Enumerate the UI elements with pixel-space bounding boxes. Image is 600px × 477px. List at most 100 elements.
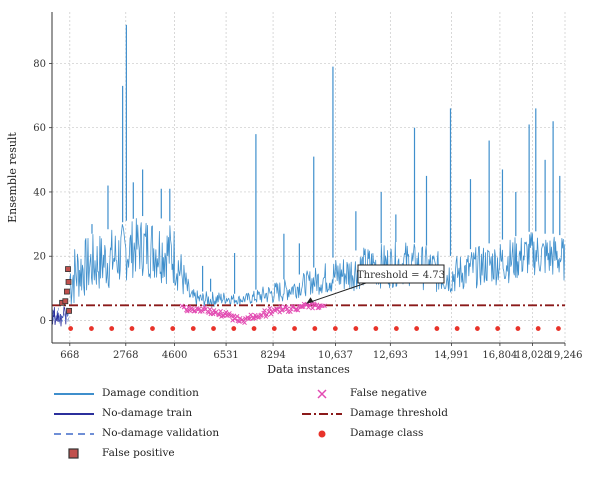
false-negative-marker bbox=[218, 308, 223, 314]
false-negative-marker bbox=[262, 308, 267, 313]
false-positive-marker bbox=[62, 298, 69, 305]
legend-item-false-positive: False positive bbox=[52, 444, 175, 462]
false-negative-marker bbox=[294, 306, 299, 312]
y-tick-label: 80 bbox=[33, 59, 46, 70]
annotation-box bbox=[357, 264, 445, 284]
false-positive-marker bbox=[66, 307, 72, 314]
damage-class-marker bbox=[434, 326, 440, 331]
x-tick-label: 12,693 bbox=[373, 350, 408, 361]
x-tick-label: 8294 bbox=[260, 350, 285, 361]
damage-class-marker bbox=[251, 326, 257, 331]
x-tick-label: 16,804 bbox=[482, 350, 517, 361]
damage-class-marker bbox=[332, 326, 338, 331]
false-negative-marker bbox=[275, 306, 280, 312]
grid bbox=[52, 12, 566, 343]
damage-class-marker bbox=[231, 326, 237, 331]
marker-series bbox=[59, 266, 561, 331]
legend-label: No-damage train bbox=[102, 407, 193, 419]
chart: 668 2768 4600 6531 8294 10,637 12,693 14,991 16,… bbox=[6, 12, 583, 376]
legend-label: False positive bbox=[102, 447, 175, 459]
damage-class-marker bbox=[150, 326, 155, 331]
legend-swatch-damage-threshold bbox=[300, 406, 344, 420]
legend-swatch-damage-condition bbox=[52, 386, 96, 400]
legend-swatch-no-damage-train bbox=[52, 406, 96, 420]
y-axis-label: Ensemble result bbox=[6, 132, 19, 223]
legend-label: No-damage validation bbox=[102, 427, 220, 439]
legend: Damage condition No-damage train No-dama… bbox=[0, 378, 600, 473]
no-damage-validation-line bbox=[51, 307, 70, 324]
false-negative-marker bbox=[322, 303, 327, 309]
annotation-arrowhead bbox=[306, 297, 314, 304]
false-negative-marker bbox=[246, 316, 251, 322]
false-negative-marker bbox=[206, 310, 211, 316]
legend-label: Damage threshold bbox=[350, 407, 448, 419]
x-tick-label: 10,637 bbox=[318, 350, 353, 361]
x-tick-label: 6531 bbox=[213, 350, 238, 361]
damage-class-marker bbox=[89, 326, 94, 331]
x-tick-label: 18,028 bbox=[515, 350, 550, 361]
x-axis-label: Data instances bbox=[267, 363, 350, 376]
damage-class-marker bbox=[292, 326, 297, 331]
legend-item-no-damage-validation: No-damage validation bbox=[52, 424, 219, 442]
legend-swatch-damage-class bbox=[300, 426, 344, 440]
damage-class-marker bbox=[556, 326, 561, 331]
plot-area bbox=[52, 12, 565, 343]
annotation-text: Threshold = 4.73 bbox=[357, 270, 445, 281]
legend-swatch-no-damage-validation bbox=[52, 426, 96, 440]
false-positive-marker bbox=[65, 266, 71, 272]
annotation-arrow bbox=[306, 282, 367, 304]
false-negative-marker bbox=[186, 304, 191, 310]
damage-class-marker bbox=[271, 326, 277, 331]
damage-class-marker bbox=[170, 326, 176, 331]
legend-item-damage-class: Damage class bbox=[300, 424, 423, 442]
y-tick-label: 40 bbox=[33, 187, 46, 198]
legend-item-damage-condition: Damage condition bbox=[52, 384, 199, 402]
axes: 668 2768 4600 6531 8294 10,637 12,693 14,991 16,… bbox=[33, 12, 583, 361]
threshold-annotation: Threshold = 4.73 bbox=[306, 264, 445, 304]
false-negative-marker bbox=[240, 319, 246, 324]
false-positive-marker bbox=[65, 279, 72, 285]
x-tick-label: 19,246 bbox=[548, 350, 583, 361]
damage-class-marker bbox=[515, 326, 521, 331]
legend-item-false-negative: False negative bbox=[300, 384, 427, 402]
damage-class-marker bbox=[109, 326, 115, 331]
false-negative-marker bbox=[234, 314, 240, 319]
damage-class-marker bbox=[454, 326, 460, 331]
false-positive-marker bbox=[64, 288, 70, 295]
false-negative-marker bbox=[190, 307, 195, 313]
x-tick-label: 4600 bbox=[162, 350, 187, 361]
y-tick-label: 60 bbox=[33, 123, 46, 134]
legend-label: Damage class bbox=[350, 427, 424, 439]
damage-condition-series bbox=[69, 24, 566, 308]
damage-class-marker bbox=[353, 326, 359, 331]
y-tick-label: 0 bbox=[40, 316, 46, 327]
damage-class-marker bbox=[393, 326, 399, 331]
damage-class-marker bbox=[495, 326, 501, 331]
false-negative-marker bbox=[222, 311, 228, 317]
legend-item-damage-threshold: Damage threshold bbox=[300, 404, 448, 422]
legend-item-no-damage-train: No-damage train bbox=[52, 404, 192, 422]
false-negative-marker bbox=[179, 303, 185, 309]
damage-class-marker bbox=[211, 326, 216, 331]
legend-label: Damage condition bbox=[102, 387, 199, 399]
damage-class-marker bbox=[475, 326, 480, 331]
damage-class-marker bbox=[68, 326, 74, 331]
damage-class-marker bbox=[312, 326, 318, 331]
legend-swatch-false-negative bbox=[300, 386, 344, 400]
damage-condition-line bbox=[69, 218, 566, 308]
false-negative-marker bbox=[207, 307, 213, 312]
x-tick-label: 2768 bbox=[113, 350, 138, 361]
false-negative-marker bbox=[230, 317, 235, 323]
damage-class-marker bbox=[535, 326, 541, 331]
x-tick-label: 14,991 bbox=[434, 350, 469, 361]
false-negative-marker bbox=[267, 306, 273, 311]
damage-class-marker bbox=[414, 326, 420, 331]
x-tick-label: 668 bbox=[60, 350, 79, 361]
damage-class-marker bbox=[373, 326, 379, 331]
legend-swatch-false-positive bbox=[52, 446, 96, 460]
false-negative-marker bbox=[264, 312, 270, 318]
damage-class-marker bbox=[129, 326, 135, 331]
false-negative-marker bbox=[211, 308, 217, 313]
y-tick-label: 20 bbox=[33, 252, 46, 263]
false-negative-marker bbox=[287, 309, 293, 315]
